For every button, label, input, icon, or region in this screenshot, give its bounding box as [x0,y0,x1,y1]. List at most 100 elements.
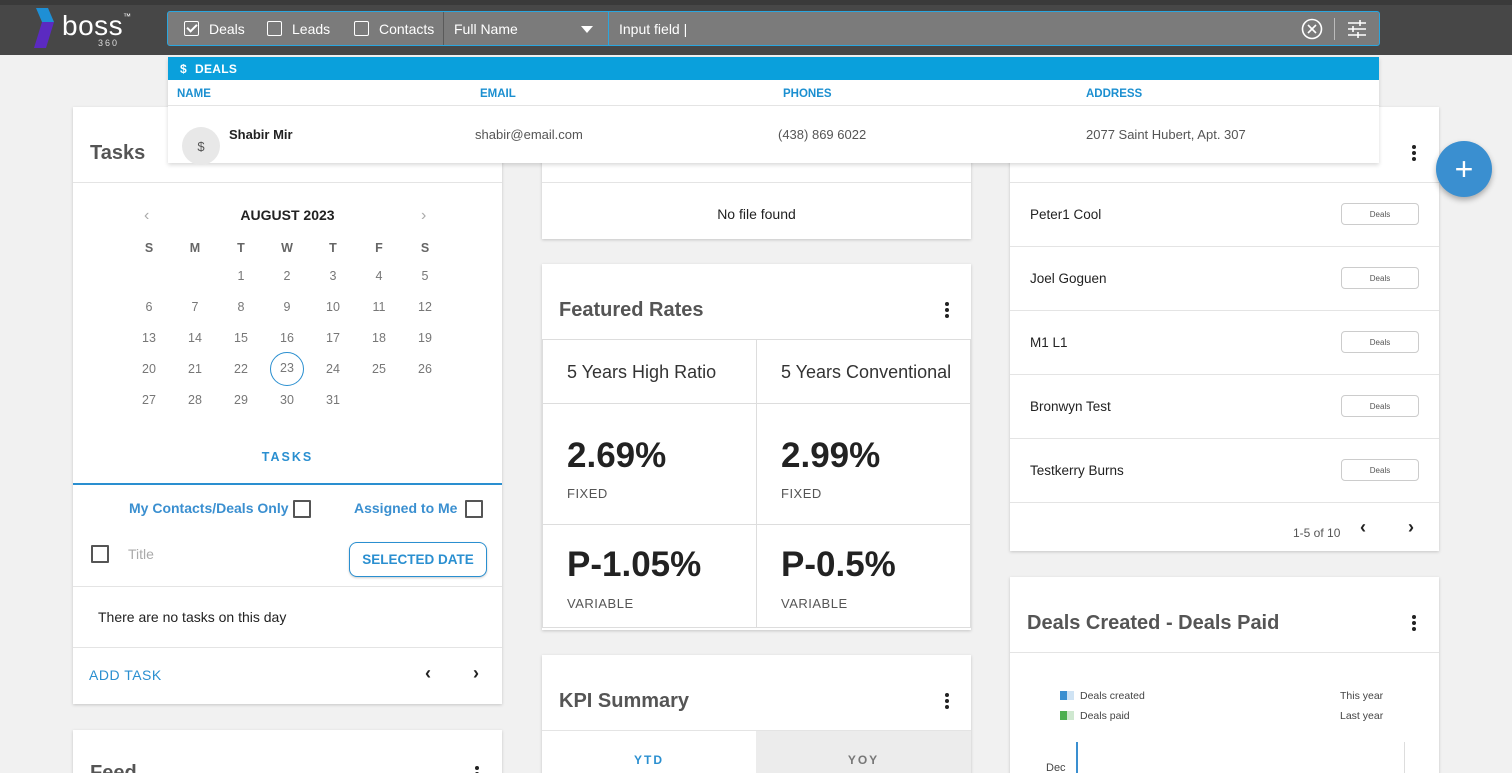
add-fab-button[interactable]: + [1436,141,1492,197]
filter-sliders-icon[interactable] [1346,18,1368,40]
calendar-prev-icon[interactable]: ‹ [144,207,150,224]
calendar-day-selected[interactable]: 23 [270,352,304,386]
weekday-label: F [375,241,383,255]
selected-date-button[interactable]: SELECTED DATE [349,542,487,577]
deals-list-card: Peter1 Cool Deals Joel Goguen Deals M1 L… [1010,107,1439,551]
calendar-day[interactable]: 24 [326,362,340,376]
list-item[interactable]: Peter1 Cool Deals [1010,182,1439,246]
calendar-day[interactable]: 10 [326,300,340,314]
calendar-day[interactable]: 15 [234,331,248,345]
leads-checkbox[interactable] [267,21,282,36]
tasks-title: Tasks [90,142,146,164]
list-item-chip[interactable]: Deals [1341,395,1419,417]
calendar-day[interactable]: 2 [283,269,291,283]
tab-yoy-label: YOY [847,753,880,767]
result-row[interactable]: $ Shabir Mir shabir@email.com (438) 869 … [168,106,1379,165]
calendar-day[interactable]: 1 [237,269,245,283]
search-input[interactable] [609,12,1297,45]
tab-tasks[interactable]: TASKS [261,450,314,464]
divider [1010,652,1439,653]
tasks-prev-icon[interactable]: ‹ [425,663,431,683]
calendar-day[interactable]: 4 [375,269,383,283]
assigned-to-me-checkbox[interactable] [465,500,483,518]
feed-card: Feed [73,730,502,773]
list-item-chip[interactable]: Deals [1341,267,1419,289]
filter-contacts[interactable]: Contacts [354,12,434,45]
rate-column-label: 5 Years High Ratio [567,362,717,382]
calendar-day[interactable]: 14 [188,331,202,345]
calendar-day[interactable]: 5 [421,269,429,283]
list-item-chip[interactable]: Deals [1341,203,1419,225]
rates-menu-icon[interactable] [945,302,949,318]
clear-circle-icon[interactable] [1301,18,1323,40]
calendar-day[interactable]: 29 [234,393,248,407]
deals-chart-menu-icon[interactable] [1412,615,1416,631]
tab-ytd[interactable]: YTD [542,731,756,773]
calendar-day[interactable]: 19 [418,331,432,345]
calendar-day[interactable]: 18 [372,331,386,345]
kpi-summary-card: KPI Summary YTD YOY [542,655,971,773]
calendar-day[interactable]: 30 [280,393,294,407]
calendar-day[interactable]: 28 [188,393,202,407]
calendar-day[interactable]: 21 [188,362,202,376]
calendar-next-icon[interactable]: › [421,207,427,224]
chart-axis [1076,742,1078,773]
task-select-checkbox[interactable] [91,545,109,563]
list-item-chip[interactable]: Deals [1341,459,1419,481]
calendar-day[interactable]: 31 [326,393,340,407]
deals-list-menu-icon[interactable] [1412,145,1416,161]
assigned-to-me-label: Assigned to Me [354,500,458,516]
list-item[interactable]: Testkerry Burns Deals [1010,438,1439,502]
deals-chart-title: Deals Created - Deals Paid [1027,612,1280,634]
calendar-day[interactable]: 6 [145,300,153,314]
deals-chart-card: Deals Created - Deals Paid Deals created… [1010,577,1439,773]
list-item-name: M1 L1 [1030,335,1068,350]
calendar-day[interactable]: 25 [372,362,386,376]
task-title-placeholder[interactable]: Title [128,546,154,562]
list-item-chip[interactable]: Deals [1341,331,1419,353]
column-header-name: NAME [177,88,211,100]
kpi-title: KPI Summary [559,690,690,712]
calendar-day[interactable]: 17 [326,331,340,345]
calendar-day[interactable]: 7 [191,300,199,314]
filter-leads[interactable]: Leads [267,12,330,45]
filter-deals[interactable]: Deals [184,12,245,45]
boss360-logo[interactable]: boss ™ 360 [34,8,134,50]
list-item[interactable]: Joel Goguen Deals [1010,246,1439,310]
calendar-day[interactable]: 11 [372,300,386,314]
rate-value: P-1.05% [567,545,702,584]
feed-menu-icon[interactable] [475,766,479,773]
deals-next-icon[interactable]: › [1408,517,1414,537]
rate-fixed-cell: 2.69% FIXED [542,403,757,525]
calendar-day[interactable]: 20 [142,362,156,376]
calendar-day[interactable]: 12 [418,300,432,314]
add-task-button[interactable]: ADD TASK [89,667,162,683]
calendar-day[interactable]: 13 [142,331,156,345]
period-label: This year [1340,690,1384,702]
list-item[interactable]: M1 L1 Deals [1010,310,1439,374]
rate-variable-cell: P-1.05% VARIABLE [542,524,757,628]
search-results-dropdown: $ DEALS NAME EMAIL PHONES ADDRESS $ Shab… [168,57,1379,165]
filter-leads-label: Leads [292,20,331,37]
chart-category-label: Dec [1046,762,1066,773]
list-item[interactable]: Bronwyn Test Deals [1010,374,1439,438]
rate-type: VARIABLE [567,596,634,611]
featured-rates-card: Featured Rates 5 Years High Ratio 5 Year… [542,264,971,630]
my-contacts-checkbox[interactable] [293,500,311,518]
tab-yoy[interactable]: YOY [756,731,971,773]
tasks-next-icon[interactable]: › [473,663,479,683]
deals-prev-icon[interactable]: ‹ [1360,517,1366,537]
chart-gridline [1404,742,1405,773]
weekday-label: T [237,241,245,255]
calendar-day[interactable]: 8 [237,300,245,314]
calendar-day[interactable]: 22 [234,362,248,376]
deals-checkbox[interactable] [184,21,199,36]
calendar-day[interactable]: 27 [142,393,156,407]
search-field-select[interactable]: Full Name [454,12,609,45]
kpi-menu-icon[interactable] [945,693,949,709]
calendar-day[interactable]: 3 [329,269,337,283]
calendar-day[interactable]: 26 [418,362,432,376]
contacts-checkbox[interactable] [354,21,369,36]
calendar-day[interactable]: 9 [283,300,291,314]
calendar-day[interactable]: 16 [280,331,294,345]
